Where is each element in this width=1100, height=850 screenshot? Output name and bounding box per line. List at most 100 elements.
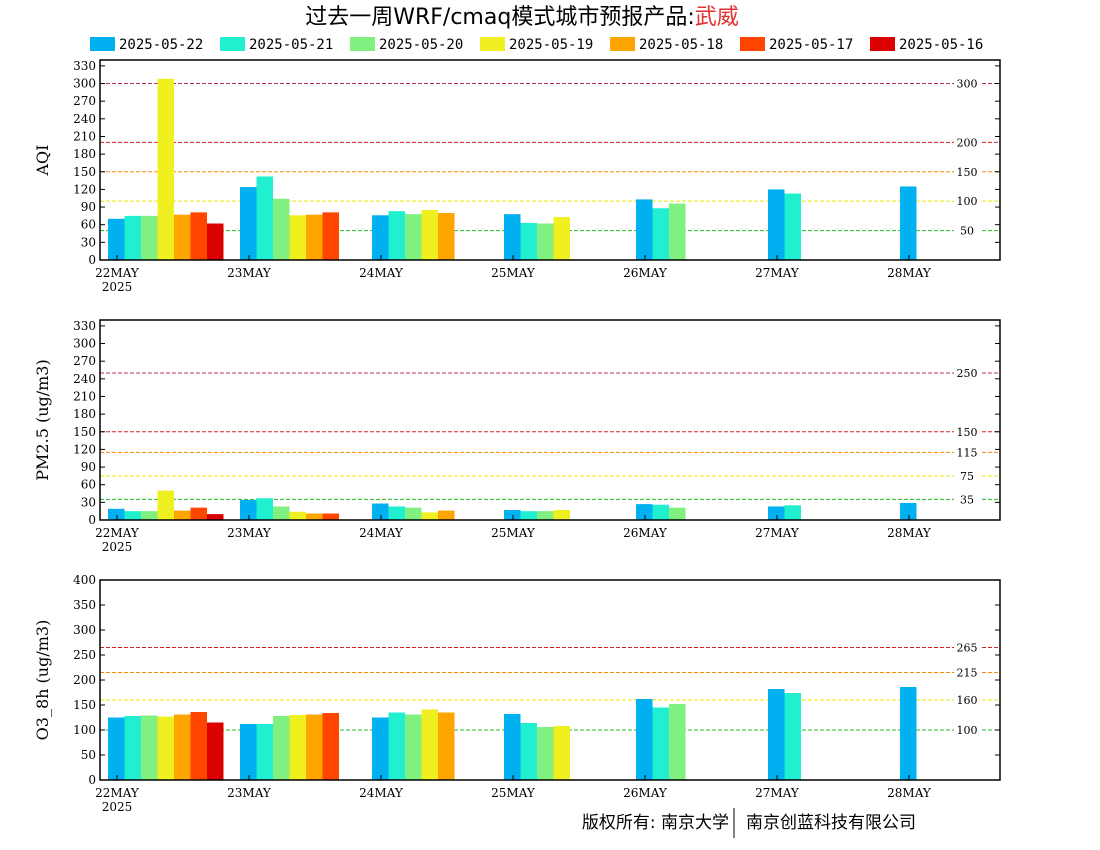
y-tick-label: 0 — [88, 253, 96, 267]
bar — [174, 714, 191, 780]
bar — [388, 506, 405, 520]
y-tick-label: 30 — [81, 495, 96, 509]
bar — [306, 214, 323, 260]
chart-panels: 3002001501005003060901201501802102402703… — [33, 59, 1001, 814]
y-tick-label: 330 — [73, 319, 96, 333]
bar — [289, 511, 306, 520]
chart-panel: 265 215 160 100 0 50 100 150 200 250 300 350 400 22MA… — [33, 573, 1001, 814]
reference-label: 215 — [957, 667, 978, 680]
reference-label-bg — [954, 694, 980, 706]
bar — [141, 215, 158, 260]
figure-title: 过去一周WRF/cmaq模式城市预报产品:武威 — [305, 5, 739, 30]
bar — [784, 693, 801, 780]
bar — [190, 712, 207, 780]
bar — [207, 722, 224, 780]
x-tick-label: 28MAY — [887, 786, 932, 800]
chart-panel: 250 150 115 75 35 0 30 60 90 120 150 180 210 240 270 30… — [33, 319, 1001, 554]
y-tick-label: 120 — [73, 442, 96, 456]
reference-label-bg — [954, 425, 980, 438]
bar — [124, 511, 141, 520]
y-axis-label: AQI — [33, 145, 52, 177]
bar — [438, 712, 455, 780]
bar — [553, 510, 570, 520]
bar — [421, 709, 438, 780]
bar — [405, 214, 422, 260]
x-tick-label: 22MAY — [95, 526, 140, 540]
reference-label: 50 — [960, 225, 974, 238]
x-tick-label: 26MAY — [623, 786, 668, 800]
bar — [438, 510, 455, 520]
reference-label-bg — [954, 366, 980, 379]
bar — [388, 211, 405, 260]
legend-swatch — [90, 37, 115, 51]
x-tick-label: 24MAY — [359, 266, 404, 280]
y-tick-label: 210 — [73, 389, 96, 403]
x-year-label: 2025 — [102, 540, 133, 554]
reference-label: 265 — [957, 642, 978, 655]
legend-item: 2025-05-20 — [350, 37, 463, 53]
y-tick-label: 150 — [73, 425, 96, 439]
reference-label-bg — [954, 493, 980, 506]
reference-label-bg — [954, 446, 980, 459]
bar — [306, 513, 323, 520]
bar — [207, 223, 224, 260]
x-tick-label: 27MAY — [755, 786, 800, 800]
bar — [240, 187, 257, 260]
bar — [900, 687, 917, 780]
reference-label: 100 — [957, 195, 978, 208]
bar — [256, 176, 273, 260]
x-tick-label: 23MAY — [227, 266, 272, 280]
bar — [504, 714, 521, 780]
bar — [273, 716, 290, 780]
bar — [388, 712, 405, 780]
reference-label-bg — [954, 136, 980, 149]
legend-label: 2025-05-17 — [769, 37, 853, 53]
bar — [652, 707, 669, 780]
bar — [537, 223, 554, 260]
bar — [636, 699, 653, 780]
x-year-label: 2025 — [102, 800, 133, 814]
bar — [636, 199, 653, 260]
reference-label: 150 — [957, 426, 978, 439]
legend: 2025-05-22 2025-05-21 2025-05-20 2025-05-19… — [90, 37, 983, 53]
reference-label: 75 — [960, 470, 974, 483]
legend-label: 2025-05-19 — [509, 37, 593, 53]
bar — [553, 217, 570, 260]
y-tick-label: 400 — [73, 573, 96, 587]
y-tick-label: 330 — [73, 59, 96, 73]
reference-label-bg — [954, 77, 980, 90]
x-tick-label: 28MAY — [887, 526, 932, 540]
plot-frame — [99, 319, 1001, 521]
x-year-label: 2025 — [102, 280, 133, 294]
legend-item: 2025-05-16 — [870, 37, 983, 53]
legend-item: 2025-05-21 — [220, 37, 333, 53]
y-axis-label: O3_8h (ug/m3) — [33, 620, 52, 741]
y-tick-label: 210 — [73, 129, 96, 143]
bar — [174, 510, 191, 520]
y-tick-label: 150 — [73, 698, 96, 712]
bar — [256, 724, 273, 780]
reference-label-bg — [954, 724, 980, 736]
bar — [372, 215, 389, 260]
bar — [669, 507, 686, 520]
y-tick-label: 100 — [73, 723, 96, 737]
x-tick-label: 25MAY — [491, 526, 536, 540]
bar — [273, 506, 290, 520]
title-city: 武威 — [695, 5, 739, 30]
reference-label: 100 — [957, 724, 978, 737]
y-tick-label: 270 — [73, 354, 96, 368]
y-tick-label: 90 — [81, 460, 96, 474]
bar — [289, 215, 306, 260]
reference-label: 250 — [957, 367, 978, 380]
y-tick-label: 240 — [73, 372, 96, 386]
bar — [124, 716, 141, 780]
bar — [124, 215, 141, 260]
legend-label: 2025-05-16 — [899, 37, 983, 53]
y-axis-label: PM2.5 (ug/m3) — [33, 359, 52, 480]
footer: 版权所有: 南京大学 南京创蓝科技有限公司 — [582, 808, 916, 838]
bar — [157, 490, 174, 520]
x-tick-label: 23MAY — [227, 526, 272, 540]
y-tick-label: 120 — [73, 182, 96, 196]
legend-item: 2025-05-22 — [90, 37, 203, 53]
reference-label-bg — [954, 224, 980, 237]
